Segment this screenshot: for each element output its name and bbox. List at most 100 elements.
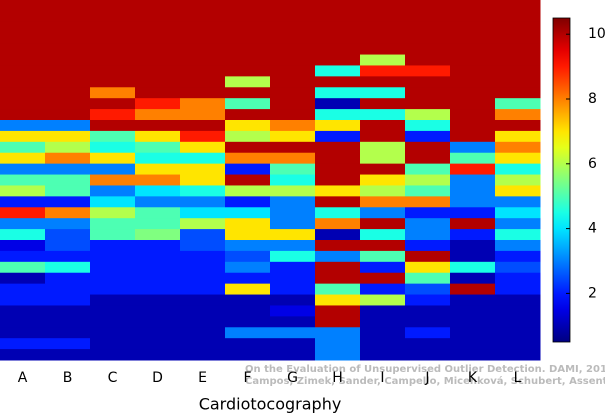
cell [270, 120, 316, 132]
cell [0, 272, 46, 285]
cell [135, 54, 181, 66]
cell [270, 349, 316, 361]
cell [45, 207, 91, 219]
cell [225, 141, 271, 154]
cell [90, 261, 136, 274]
cell [405, 32, 451, 45]
cell [405, 305, 451, 317]
cell [90, 152, 136, 165]
cell [45, 272, 91, 285]
cell [270, 54, 316, 66]
cell [45, 10, 91, 23]
cell [495, 141, 541, 154]
cell [90, 185, 136, 197]
cell [135, 76, 181, 88]
cell [225, 218, 271, 230]
cell [225, 32, 271, 45]
cell [450, 163, 496, 176]
cell [135, 283, 181, 296]
cell [135, 196, 181, 208]
cell [135, 174, 181, 186]
cell [360, 130, 406, 143]
cell [45, 261, 91, 274]
cell [0, 196, 46, 208]
cell [405, 272, 451, 285]
cell [315, 10, 361, 23]
cell [270, 21, 316, 34]
cell [0, 130, 46, 143]
cell [45, 240, 91, 252]
colorbar-tick-label: 4 [588, 221, 597, 237]
cell [405, 261, 451, 274]
cell [135, 65, 181, 77]
cell [225, 272, 271, 285]
cell [450, 174, 496, 186]
cell [0, 240, 46, 252]
cell [90, 87, 136, 99]
cell [360, 152, 406, 165]
cell [315, 21, 361, 34]
cell [360, 109, 406, 121]
cell [360, 43, 406, 56]
cell [225, 349, 271, 361]
cell [135, 10, 181, 23]
cell [270, 174, 316, 186]
colorbar-tick-label: 6 [588, 156, 597, 172]
cell [360, 32, 406, 45]
cell [315, 0, 361, 12]
cell [450, 98, 496, 110]
cell [0, 0, 46, 12]
cell [360, 250, 406, 263]
cell [315, 87, 361, 99]
cell [495, 98, 541, 110]
cell [135, 109, 181, 121]
cell [315, 76, 361, 88]
cell [270, 10, 316, 23]
cell [135, 261, 181, 274]
cell [90, 54, 136, 66]
cell [180, 163, 226, 176]
cell [495, 76, 541, 88]
cell [405, 130, 451, 143]
cell [90, 174, 136, 186]
cell [45, 294, 91, 306]
cell [270, 87, 316, 99]
cell [225, 109, 271, 121]
cell [405, 327, 451, 339]
cell [495, 294, 541, 306]
cell [450, 109, 496, 121]
x-tick-label: D [152, 370, 163, 386]
x-tick-label: I [380, 370, 384, 386]
cell [90, 141, 136, 154]
cell [270, 185, 316, 197]
cell [225, 98, 271, 110]
cell [405, 43, 451, 56]
cell [45, 98, 91, 110]
cell [315, 338, 361, 350]
cell [315, 185, 361, 197]
cell [405, 65, 451, 77]
cell [495, 43, 541, 56]
cell [360, 21, 406, 34]
cell [90, 218, 136, 230]
cell [270, 305, 316, 317]
cell [360, 229, 406, 241]
cell [450, 10, 496, 23]
cell [315, 283, 361, 296]
cell [405, 76, 451, 88]
cell [315, 152, 361, 165]
cell [0, 294, 46, 306]
cell [135, 0, 181, 12]
cell [450, 283, 496, 296]
cell [90, 250, 136, 263]
cell [0, 185, 46, 197]
cell [0, 283, 46, 296]
cell [270, 229, 316, 241]
cell [90, 207, 136, 219]
cell [405, 218, 451, 230]
cell [405, 141, 451, 154]
cell [0, 76, 46, 88]
cell [495, 163, 541, 176]
cell [405, 240, 451, 252]
cell [180, 21, 226, 34]
